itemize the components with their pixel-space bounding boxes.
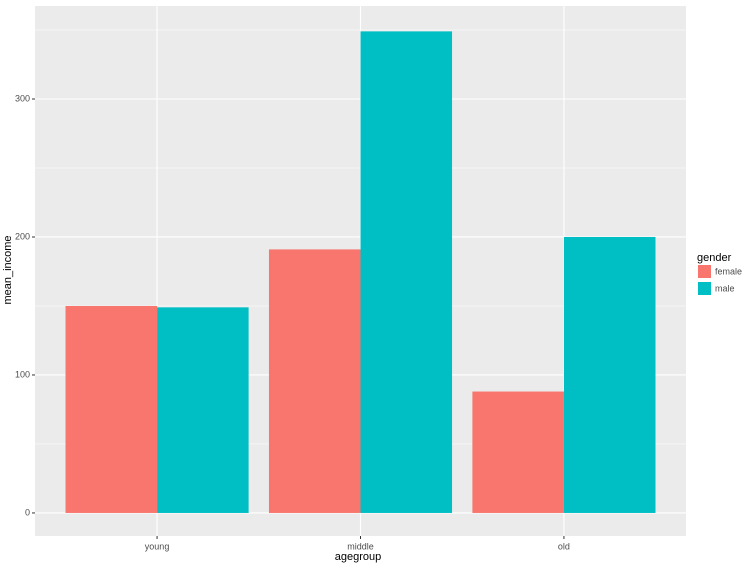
legend-label: female [715, 266, 742, 276]
bar [268, 249, 361, 513]
y-tick-label: 100 [15, 369, 30, 379]
bar [563, 236, 656, 513]
bars [65, 31, 656, 513]
x-tick-label: old [558, 541, 570, 551]
y-tick-label: 0 [25, 507, 30, 517]
bar [472, 391, 564, 513]
bar [157, 307, 249, 513]
y-tick-label: 200 [15, 231, 30, 241]
y-tick-label: 300 [15, 93, 30, 103]
legend-label: male [715, 283, 735, 293]
legend-key [698, 282, 711, 295]
x-tick-label: middle [347, 541, 374, 551]
bar [360, 31, 453, 513]
x-tick-label: young [145, 541, 170, 551]
y-axis-title: mean_income [2, 235, 14, 304]
bar [65, 305, 158, 513]
legend-title: gender [697, 252, 732, 264]
x-axis-title: agegroup [335, 551, 382, 563]
legend-key [698, 265, 711, 278]
